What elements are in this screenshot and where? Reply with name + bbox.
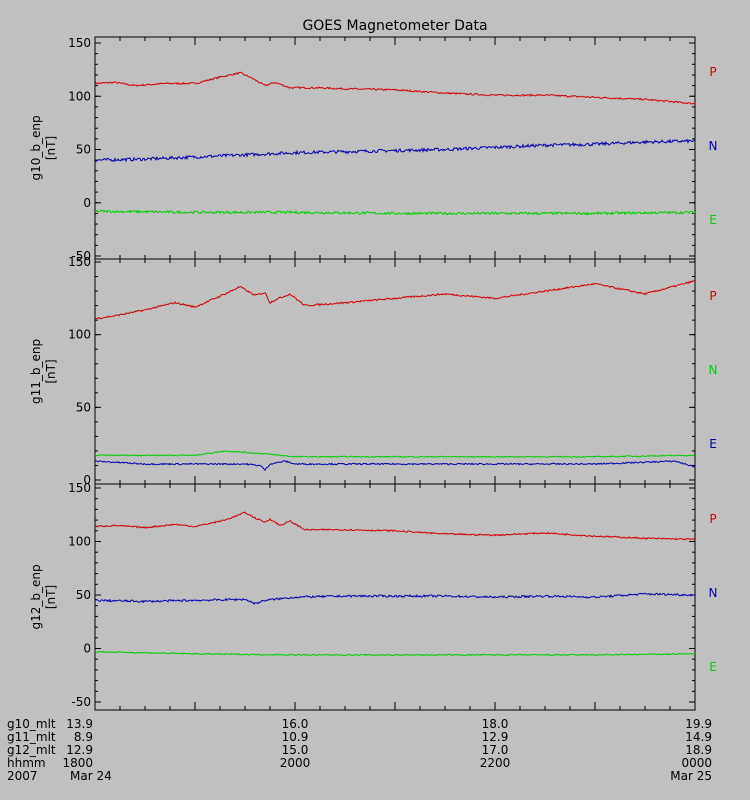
y-tick-label: 100 <box>68 328 91 342</box>
y-tick-label: 100 <box>68 89 91 103</box>
y-tick-label: 150 <box>68 255 91 269</box>
time-axis-value: Mar 24 <box>70 769 112 783</box>
y-tick-label: 100 <box>68 535 91 549</box>
time-axis-value: 10.9 <box>282 730 309 744</box>
time-axis-value: 12.9 <box>66 743 93 757</box>
time-axis-value: 1800 <box>62 756 93 770</box>
time-axis-value: 13.9 <box>66 717 93 731</box>
y-axis-unit: [nT] <box>44 585 58 609</box>
time-axis-value: 15.0 <box>282 743 309 757</box>
y-tick-label: 50 <box>76 588 91 602</box>
time-axis-value: 17.0 <box>482 743 509 757</box>
series-line-N <box>94 592 696 605</box>
series-line-E <box>94 460 696 472</box>
time-axis-value: 12.9 <box>482 730 509 744</box>
y-tick-label: 150 <box>68 481 91 495</box>
time-axis-value: 18.9 <box>685 743 712 757</box>
series-line-N <box>94 450 696 459</box>
panel-3: 150 100 50 0 -50 g12_b_enp [nT] P N E <box>29 481 718 711</box>
series-line-N <box>94 138 696 163</box>
legend-N: N <box>709 586 718 600</box>
panel-frame <box>94 36 696 260</box>
time-axis-value: 14.9 <box>685 730 712 744</box>
time-axis-value: 2000 <box>280 756 311 770</box>
legend-N: N <box>709 139 718 153</box>
y-tick-label: 150 <box>68 36 91 50</box>
series-line-E <box>94 650 695 657</box>
chart-title: GOES Magnetometer Data <box>302 18 487 34</box>
time-row-label: 2007 <box>7 769 38 783</box>
time-row-label: hhmm <box>7 756 46 770</box>
time-row-label: g10_mlt <box>7 717 56 731</box>
series-line-P <box>94 280 696 320</box>
y-axis-label: g12_b_enp <box>29 564 43 629</box>
y-tick-label: -50 <box>71 249 91 263</box>
time-axis-value: 18.0 <box>482 717 509 731</box>
y-axis-unit: [nT] <box>44 359 58 383</box>
y-tick-label: 0 <box>83 473 91 487</box>
series-line-P <box>94 71 696 105</box>
legend-N: N <box>709 363 718 377</box>
y-axis-label: g11_b_enp <box>29 339 43 404</box>
legend-E: E <box>709 660 717 674</box>
time-row-label: g11_mlt <box>7 730 56 744</box>
panel-1: 150 100 50 0 -50 g10_b_enp [nT] P N E <box>29 36 717 263</box>
legend-E: E <box>709 213 717 227</box>
time-axis-value: 16.0 <box>282 717 309 731</box>
y-tick-label: 0 <box>83 196 91 210</box>
panel-2: 150 100 50 0 g11_b_enp [nT] P N E <box>29 255 717 487</box>
y-axis-label: g10_b_enp <box>29 115 43 180</box>
time-axis-value: 8.9 <box>74 730 93 744</box>
legend-P: P <box>709 289 716 303</box>
time-axis-value: 2200 <box>480 756 511 770</box>
time-axis-value: 0000 <box>681 756 712 770</box>
time-axis-value: 19.9 <box>685 717 712 731</box>
time-axis-value: Mar 25 <box>670 769 712 783</box>
y-tick-label: 0 <box>83 642 91 656</box>
y-tick-label: 50 <box>76 143 91 157</box>
legend-P: P <box>709 512 716 526</box>
time-row-label: g12_mlt <box>7 743 56 757</box>
y-tick-label: 50 <box>76 400 91 414</box>
legend-P: P <box>709 65 716 79</box>
y-axis-unit: [nT] <box>44 136 58 160</box>
y-tick-label: -50 <box>71 695 91 709</box>
legend-E: E <box>709 437 717 451</box>
series-line-P <box>94 511 696 541</box>
panel-frame <box>94 258 696 485</box>
series-line-E <box>95 209 696 216</box>
